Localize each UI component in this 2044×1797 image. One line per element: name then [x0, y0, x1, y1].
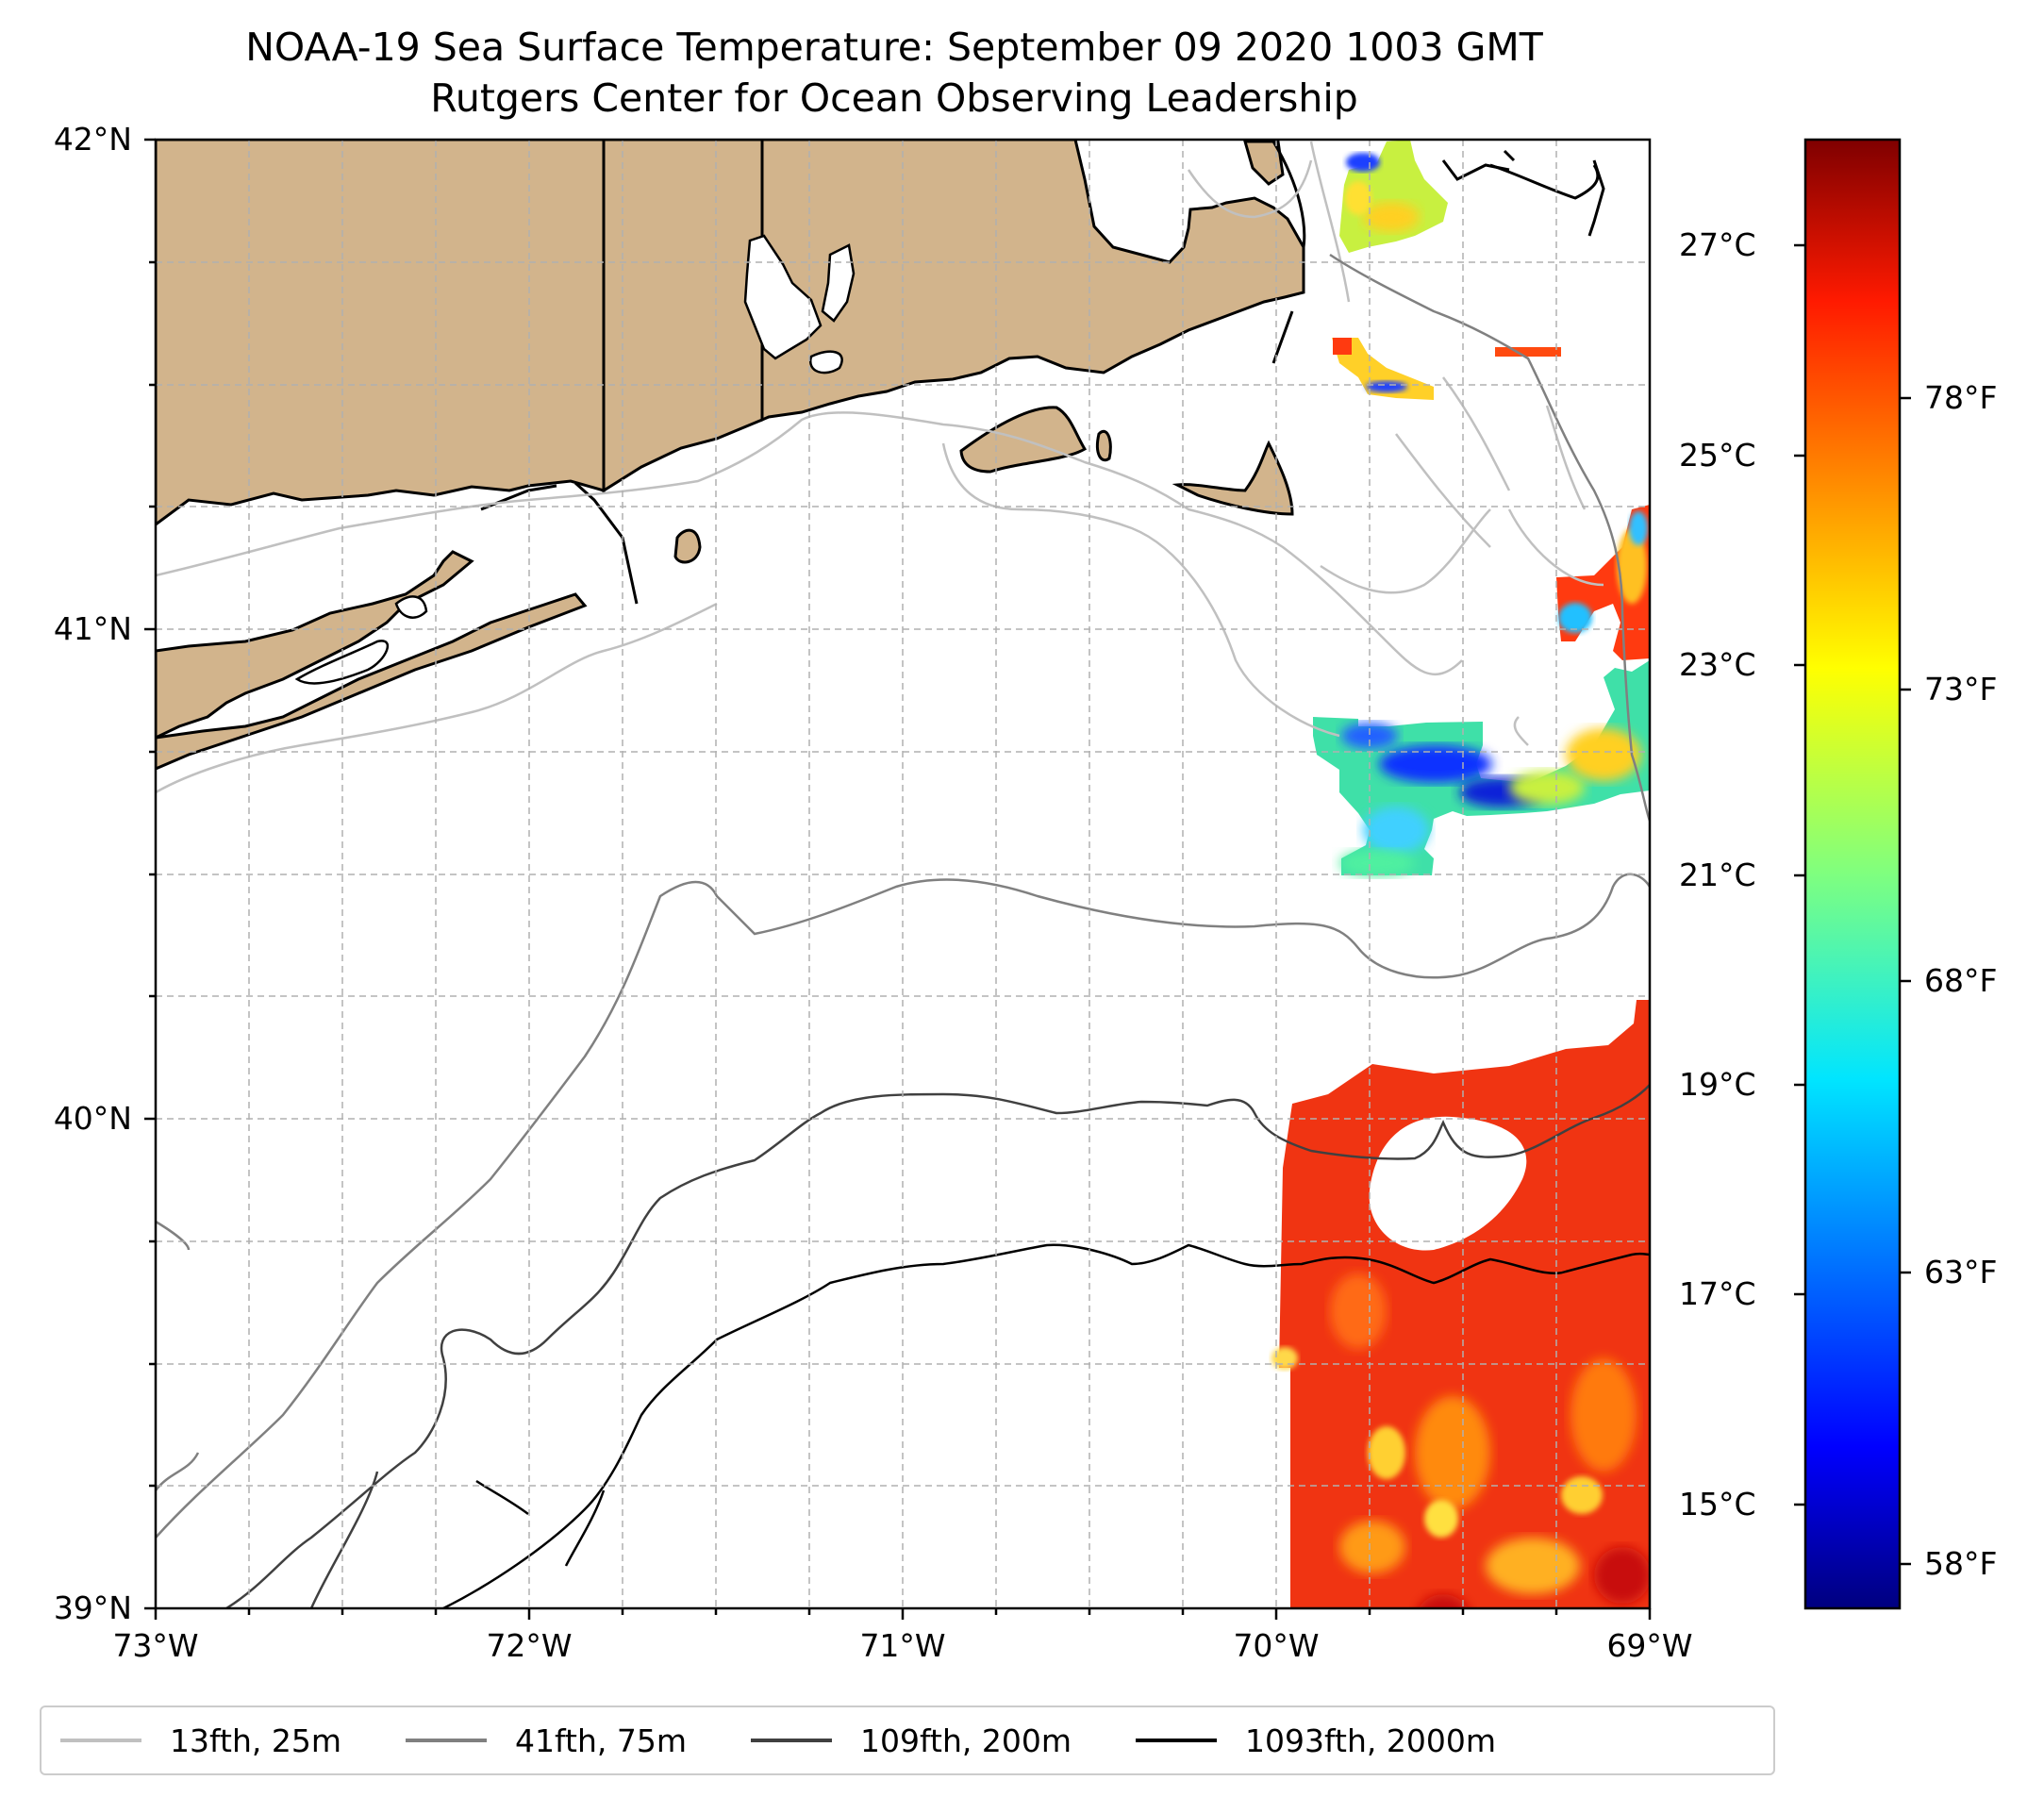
- colorbar-ticks: [1794, 243, 1911, 1566]
- depth-legend: 13fth, 25m 41fth, 75m 109fth, 200m 1093f…: [40, 1705, 1775, 1775]
- cb-celsius-21: 21°C: [1679, 857, 1756, 893]
- lon-label-72: 72°W: [486, 1627, 573, 1664]
- cb-fahrenheit-58: 58°F: [1924, 1545, 1998, 1582]
- lat-label-39: 39°N: [53, 1589, 132, 1626]
- legend-item-2000m: 1093fth, 2000m: [1136, 1722, 1496, 1759]
- lon-label-70: 70°W: [1233, 1627, 1320, 1664]
- lat-label-40: 40°N: [53, 1100, 132, 1137]
- cb-fahrenheit-73: 73°F: [1924, 671, 1998, 707]
- legend-label-75m: 41fth, 75m: [515, 1722, 687, 1759]
- legend-item-75m: 41fth, 75m: [406, 1722, 687, 1759]
- bathymetry-2000m: [442, 1243, 1650, 1608]
- lat-lon-grid: [156, 140, 1650, 1608]
- cb-celsius-23: 23°C: [1679, 646, 1756, 683]
- lon-label-69: 69°W: [1606, 1627, 1693, 1664]
- cb-fahrenheit-63: 63°F: [1924, 1254, 1998, 1290]
- colorbar: [1803, 138, 1902, 1610]
- sst-patch-shelf: [1313, 660, 1650, 876]
- legend-item-200m: 109fth, 200m: [751, 1722, 1072, 1759]
- cb-fahrenheit-68: 68°F: [1924, 962, 1998, 999]
- cb-celsius-17: 17°C: [1679, 1275, 1756, 1312]
- legend-line-25m: [60, 1739, 141, 1742]
- sst-patch-east-edge: [1556, 505, 1650, 660]
- legend-line-200m: [751, 1739, 832, 1742]
- legend-line-2000m: [1136, 1739, 1217, 1742]
- bathymetry-25m: [156, 141, 1604, 794]
- sst-patch-south-east: [1271, 1000, 1650, 1608]
- lat-label-41: 41°N: [53, 610, 132, 647]
- legend-label-25m: 13fth, 25m: [170, 1722, 341, 1759]
- axis-ticks: [144, 138, 1652, 1620]
- cb-celsius-19: 19°C: [1679, 1066, 1756, 1103]
- cb-celsius-25: 25°C: [1679, 437, 1756, 474]
- land-mass: [156, 140, 1305, 771]
- map-subtitle: Rutgers Center for Ocean Observing Leade…: [430, 75, 1358, 121]
- map-title: NOAA-19 Sea Surface Temperature: Septemb…: [245, 25, 1543, 70]
- legend-line-75m: [406, 1739, 487, 1742]
- legend-label-200m: 109fth, 200m: [860, 1722, 1072, 1759]
- cb-celsius-27: 27°C: [1679, 226, 1756, 263]
- sst-patch-north-east: [1332, 140, 1561, 400]
- lon-label-71: 71°W: [859, 1627, 946, 1664]
- legend-item-25m: 13fth, 25m: [60, 1722, 341, 1759]
- cb-celsius-15: 15°C: [1679, 1486, 1756, 1522]
- legend-label-2000m: 1093fth, 2000m: [1245, 1722, 1496, 1759]
- lat-label-42: 42°N: [53, 121, 132, 158]
- lon-label-73: 73°W: [112, 1627, 199, 1664]
- cb-fahrenheit-78: 78°F: [1924, 379, 1998, 416]
